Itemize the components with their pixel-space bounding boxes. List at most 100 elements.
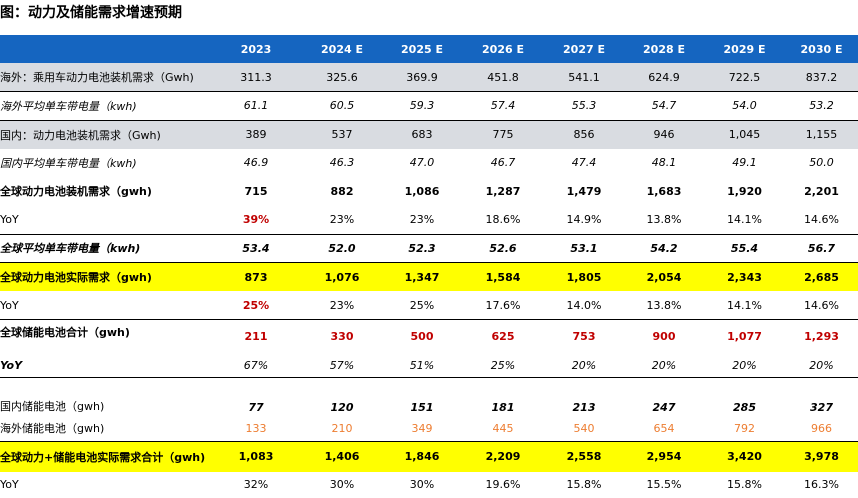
table-cell: 17.6%: [462, 291, 544, 320]
table-cell: 46.3: [329, 156, 355, 170]
table-cell: 792: [704, 415, 785, 442]
table-cell: 1,287: [485, 184, 521, 198]
table-cell: 39%: [210, 205, 302, 235]
table-cell: 51%: [382, 353, 462, 378]
table-cell: 32%: [243, 478, 269, 491]
table-row: 海外：乘用车动力电池装机需求（Gwh) 311.3 325.6 369.9 45…: [0, 63, 858, 92]
table-cell: 57%: [302, 353, 382, 378]
table-cell: 2,954: [624, 441, 704, 472]
table-cell: 753: [572, 330, 596, 344]
table-cell: 14.1%: [704, 291, 785, 320]
table-cell: 23%: [302, 291, 382, 320]
table-cell: 55.3: [544, 91, 624, 121]
table-cell: 25%: [462, 353, 544, 378]
table-cell: 1,045: [704, 120, 785, 149]
header-year: 2024 E: [302, 35, 382, 63]
header-year: 2026 E: [462, 35, 544, 63]
table-cell: 23%: [382, 205, 462, 235]
table-cell: 882: [330, 184, 354, 198]
table-cell: 1,846: [382, 441, 462, 472]
table-cell: 3,420: [704, 441, 785, 472]
table-cell: 48.1: [651, 156, 677, 170]
row-label: 全球动力+储能电池实际需求合计（gwh): [0, 441, 210, 472]
table-cell: 715: [244, 184, 268, 198]
table-cell: 16.3%: [804, 478, 839, 491]
table-cell: 57.4: [462, 91, 544, 121]
table-cell: 30%: [329, 478, 355, 491]
table-cell: 683: [382, 120, 462, 149]
table-row: 全球平均单车带电量（kwh) 53.4 52.0 52.3 52.6 53.1 …: [0, 234, 858, 263]
row-label: 国内储能电池（gwh): [0, 399, 105, 413]
row-label: 全球平均单车带电量（kwh): [0, 234, 210, 263]
table-cell: 14.1%: [704, 205, 785, 235]
table-cell: 46.7: [490, 156, 516, 170]
table-cell: 541.1: [544, 63, 624, 92]
table-cell: 13.8%: [624, 291, 704, 320]
table-cell: 624.9: [624, 63, 704, 92]
table-cell: 52.3: [382, 234, 462, 263]
table-cell: 20%: [544, 353, 624, 378]
table-row: 国内：动力电池装机需求（Gwh) 389 537 683 775 856 946…: [0, 120, 858, 149]
table-cell: 213: [572, 400, 596, 414]
table-cell: 25%: [382, 291, 462, 320]
table-cell: 30%: [409, 478, 435, 491]
table-cell: 625: [491, 330, 515, 344]
table-cell: 19.6%: [485, 478, 521, 491]
header-year: 2029 E: [704, 35, 785, 63]
table-row: 海外储能电池（gwh) 133 210 349 445 540 654 792 …: [0, 415, 858, 442]
table-cell: 14.6%: [785, 205, 858, 235]
table-cell: 445: [462, 415, 544, 442]
table-cell: 181: [491, 400, 515, 414]
table-row: YoY 32% 30% 30% 19.6% 15.8% 15.5% 15.8% …: [0, 472, 858, 498]
table-cell: 52.6: [462, 234, 544, 263]
table-cell: 210: [302, 415, 382, 442]
table-cell: 14.9%: [544, 205, 624, 235]
row-label: 全球储能电池合计（gwh): [0, 326, 130, 339]
table-cell: 49.1: [732, 156, 757, 170]
table-cell: 53.1: [544, 234, 624, 263]
row-label: 全球动力电池实际需求（gwh): [0, 262, 210, 291]
table-cell: 20%: [785, 353, 858, 378]
table-row: 全球动力电池装机需求（gwh) 715 882 1,086 1,287 1,47…: [0, 177, 858, 206]
table-cell: 54.7: [624, 91, 704, 121]
table-cell: 1,155: [785, 120, 858, 149]
table-cell: 2,054: [624, 262, 704, 291]
table-cell: 537: [302, 120, 382, 149]
table-cell: 327: [810, 400, 833, 414]
table-cell: 837.2: [785, 63, 858, 92]
table-cell: 966: [785, 415, 858, 442]
table-cell: 900: [652, 330, 676, 344]
table-cell: 3,978: [785, 441, 858, 472]
row-label: 全球动力电池装机需求（gwh): [0, 185, 152, 199]
table-cell: 2,209: [462, 441, 544, 472]
table-cell: 2,201: [804, 184, 839, 198]
table-cell: 500: [410, 330, 434, 344]
table-cell: 59.3: [382, 91, 462, 121]
table-cell: 2,685: [785, 262, 858, 291]
table-cell: 151: [410, 400, 434, 414]
table-cell: 52.0: [302, 234, 382, 263]
table-cell: 873: [210, 262, 302, 291]
table-cell: 330: [330, 330, 354, 344]
table-cell: 211: [244, 330, 268, 344]
table-cell: 50.0: [809, 156, 834, 170]
header-year: 2027 E: [544, 35, 624, 63]
header-year: 2028 E: [624, 35, 704, 63]
row-label: 海外：乘用车动力电池装机需求（Gwh): [0, 63, 210, 92]
header-row: 2023 2024 E 2025 E 2026 E 2027 E 2028 E …: [0, 35, 858, 63]
forecast-table: 2023 2024 E 2025 E 2026 E 2027 E 2028 E …: [0, 35, 858, 498]
table-cell: 14.0%: [544, 291, 624, 320]
table-cell: 46.9: [243, 156, 269, 170]
table-cell: 15.5%: [646, 478, 682, 491]
table-cell: 1,076: [302, 262, 382, 291]
table-cell: 61.1: [210, 91, 302, 121]
row-label: YoY: [0, 291, 210, 320]
table-cell: 13.8%: [624, 205, 704, 235]
table-row: 全球储能电池合计（gwh) 211 330 500 625 753 900 1,…: [0, 320, 858, 354]
table-cell: 20%: [624, 353, 704, 378]
row-label: YoY: [0, 478, 19, 491]
table-cell: 1,920: [727, 184, 762, 198]
table-cell: 856: [544, 120, 624, 149]
table-cell: 654: [624, 415, 704, 442]
table-row: YoY 67% 57% 51% 25% 20% 20% 20% 20%: [0, 353, 858, 378]
